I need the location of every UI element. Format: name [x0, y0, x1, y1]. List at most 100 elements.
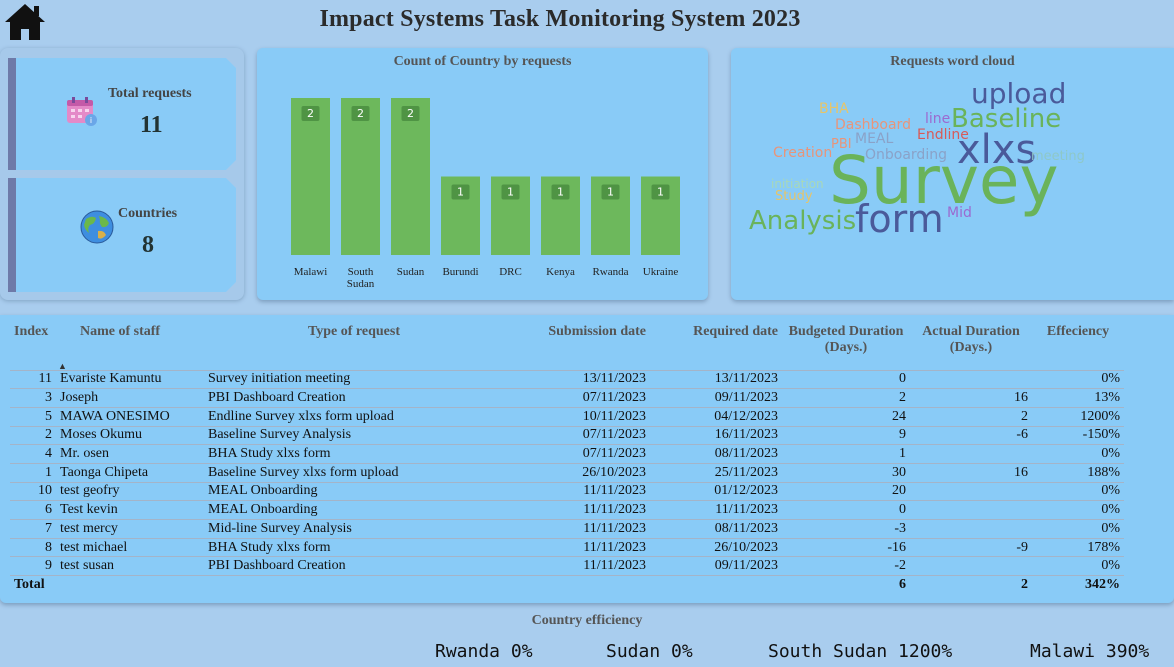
- table-row[interactable]: 6 Test kevin MEAL Onboarding 11/11/2023 11/1…: [10, 500, 1124, 520]
- row-index: 7: [10, 519, 56, 539]
- countries-label: Countries: [118, 206, 178, 221]
- word-cloud-word: MEAL: [855, 131, 894, 147]
- data-label-background: [451, 184, 470, 200]
- col-header-submission[interactable]: Submission date: [548, 324, 646, 339]
- row-actual-duration: [910, 369, 1032, 389]
- bar[interactable]: [291, 98, 330, 255]
- page-title: Impact Systems Task Monitoring System 20…: [319, 6, 801, 32]
- table-row[interactable]: 2 Moses Okumu Baseline Survey Analysis 07/1…: [10, 425, 1124, 445]
- row-submission-date: 26/10/2023: [504, 462, 650, 483]
- country-efficiency-title: Country efficiency: [531, 613, 643, 628]
- row-submission-date: 07/11/2023: [504, 388, 650, 408]
- data-label: 2: [307, 107, 314, 120]
- country-bar-chart-panel: Count of Country by requests 2 Malawi 2 Sou…: [257, 48, 708, 300]
- row-budgeted-duration: 1: [782, 444, 910, 464]
- x-tick-label: Sudan: [397, 266, 425, 278]
- row-actual-duration: 2: [910, 406, 1032, 427]
- col-header-index[interactable]: Index: [14, 324, 49, 339]
- row-actual-duration: 16: [910, 388, 1032, 408]
- row-submission-date: 11/11/2023: [504, 556, 650, 576]
- data-label-background: [601, 184, 620, 200]
- x-tick-label: Kenya: [546, 266, 575, 278]
- word-cloud-word: BHA: [819, 101, 849, 117]
- row-budgeted-duration: 30: [782, 462, 910, 483]
- row-budgeted-duration: 0: [782, 369, 910, 389]
- row-staff-name: Taonga Chipeta: [56, 462, 204, 483]
- row-required-date: 09/11/2023: [650, 556, 782, 576]
- row-index: 3: [10, 388, 56, 408]
- row-efficiency: 178%: [1032, 537, 1124, 557]
- table-row[interactable]: 5 MAWA ONESIMO Endline Survey xlxs form up…: [10, 406, 1124, 427]
- x-tick-label: DRC: [499, 266, 522, 278]
- word-cloud-word: upload: [971, 77, 1067, 110]
- row-submission-date: 11/11/2023: [504, 537, 650, 557]
- row-budgeted-duration: -2: [782, 556, 910, 576]
- row-request-type: Mid-line Survey Analysis: [204, 519, 504, 539]
- word-cloud-word: initiation: [771, 177, 824, 191]
- country-efficiency-item: Rwanda 0%: [435, 641, 533, 662]
- kpi-group: i Total requests 11 Countries 8: [0, 48, 244, 300]
- word-cloud-word: Dashboard: [835, 117, 911, 133]
- row-staff-name: Evariste Kamuntu: [56, 369, 204, 389]
- word-cloud-word: Mid: [947, 205, 972, 221]
- col-header-budgeted[interactable]: Budgeted Duration (Days.): [788, 324, 904, 355]
- row-budgeted-duration: 2: [782, 388, 910, 408]
- country-efficiency-item: Malawi 390%: [1030, 641, 1150, 662]
- row-index: 4: [10, 444, 56, 464]
- row-index: 5: [10, 406, 56, 427]
- row-request-type: Endline Survey xlxs form upload: [204, 406, 504, 427]
- word-cloud-word: Baseline: [951, 104, 1062, 134]
- word-cloud-title: Requests word cloud: [890, 54, 1015, 69]
- bar[interactable]: [391, 98, 430, 255]
- row-index: 9: [10, 556, 56, 576]
- row-required-date: 11/11/2023: [650, 500, 782, 520]
- sort-ascending-icon[interactable]: ▲: [58, 361, 67, 371]
- table-row[interactable]: 9 test susan PBI Dashboard Creation 11/11/2…: [10, 556, 1124, 576]
- word-cloud-word: form: [855, 197, 944, 241]
- globe-icon: [80, 210, 114, 244]
- row-submission-date: 07/11/2023: [504, 444, 650, 464]
- requests-table: Index Name of staff ▲ Type of request Su…: [10, 322, 1124, 594]
- row-budgeted-duration: 24: [782, 406, 910, 427]
- total-actual: 2: [910, 575, 1032, 594]
- row-staff-name: test geofry: [56, 481, 204, 501]
- word-cloud-word: Endline: [917, 127, 969, 143]
- table-total-row: Total 6 2 342%: [10, 575, 1124, 594]
- home-icon[interactable]: [4, 2, 46, 42]
- word-cloud-word: meeting: [1031, 149, 1085, 164]
- col-header-required[interactable]: Required date: [693, 324, 778, 339]
- col-header-actual[interactable]: Actual Duration (Days.): [922, 324, 1020, 355]
- row-required-date: 26/10/2023: [650, 537, 782, 557]
- row-budgeted-duration: 9: [782, 425, 910, 445]
- data-label: 1: [657, 186, 664, 199]
- row-request-type: MEAL Onboarding: [204, 481, 504, 501]
- table-row[interactable]: 10 test geofry MEAL Onboarding 11/11/2023 01…: [10, 481, 1124, 501]
- calendar-icon: i: [66, 96, 98, 126]
- row-required-date: 04/12/2023: [650, 406, 782, 427]
- row-efficiency: 13%: [1032, 388, 1124, 408]
- data-label-background: [651, 184, 670, 200]
- svg-text:i: i: [90, 116, 92, 125]
- col-header-staff[interactable]: Name of staff ▲: [56, 322, 204, 371]
- x-tick-label: South: [348, 266, 374, 278]
- row-actual-duration: 16: [910, 462, 1032, 483]
- table-row[interactable]: 8 test michael BHA Study xlxs form 11/11/20…: [10, 537, 1124, 557]
- table-row[interactable]: 11 Evariste Kamuntu Survey initiation meet…: [10, 369, 1124, 389]
- row-actual-duration: [910, 519, 1032, 539]
- bar[interactable]: [341, 98, 380, 255]
- row-required-date: 08/11/2023: [650, 444, 782, 464]
- col-header-efficiency[interactable]: Effeciency: [1046, 324, 1110, 339]
- row-actual-duration: -9: [910, 537, 1032, 557]
- table-row[interactable]: 4 Mr. osen BHA Study xlxs form 07/11/2023 08…: [10, 444, 1124, 464]
- table-row[interactable]: 3 Joseph PBI Dashboard Creation 07/11/2023 0…: [10, 388, 1124, 408]
- table-row[interactable]: 7 test mercy Mid-line Survey Analysis 11/11…: [10, 519, 1124, 539]
- word-cloud-word: Onboarding: [865, 147, 947, 163]
- table-row[interactable]: 1 Taonga Chipeta Baseline Survey xlxs form…: [10, 462, 1124, 483]
- col-header-type[interactable]: Type of request: [307, 324, 401, 339]
- row-index: 2: [10, 425, 56, 445]
- word-cloud-word: line: [925, 111, 951, 127]
- row-request-type: Baseline Survey xlxs form upload: [204, 462, 504, 483]
- data-label-background: [501, 184, 520, 200]
- row-index: 11: [10, 369, 56, 389]
- data-label: 1: [607, 186, 614, 199]
